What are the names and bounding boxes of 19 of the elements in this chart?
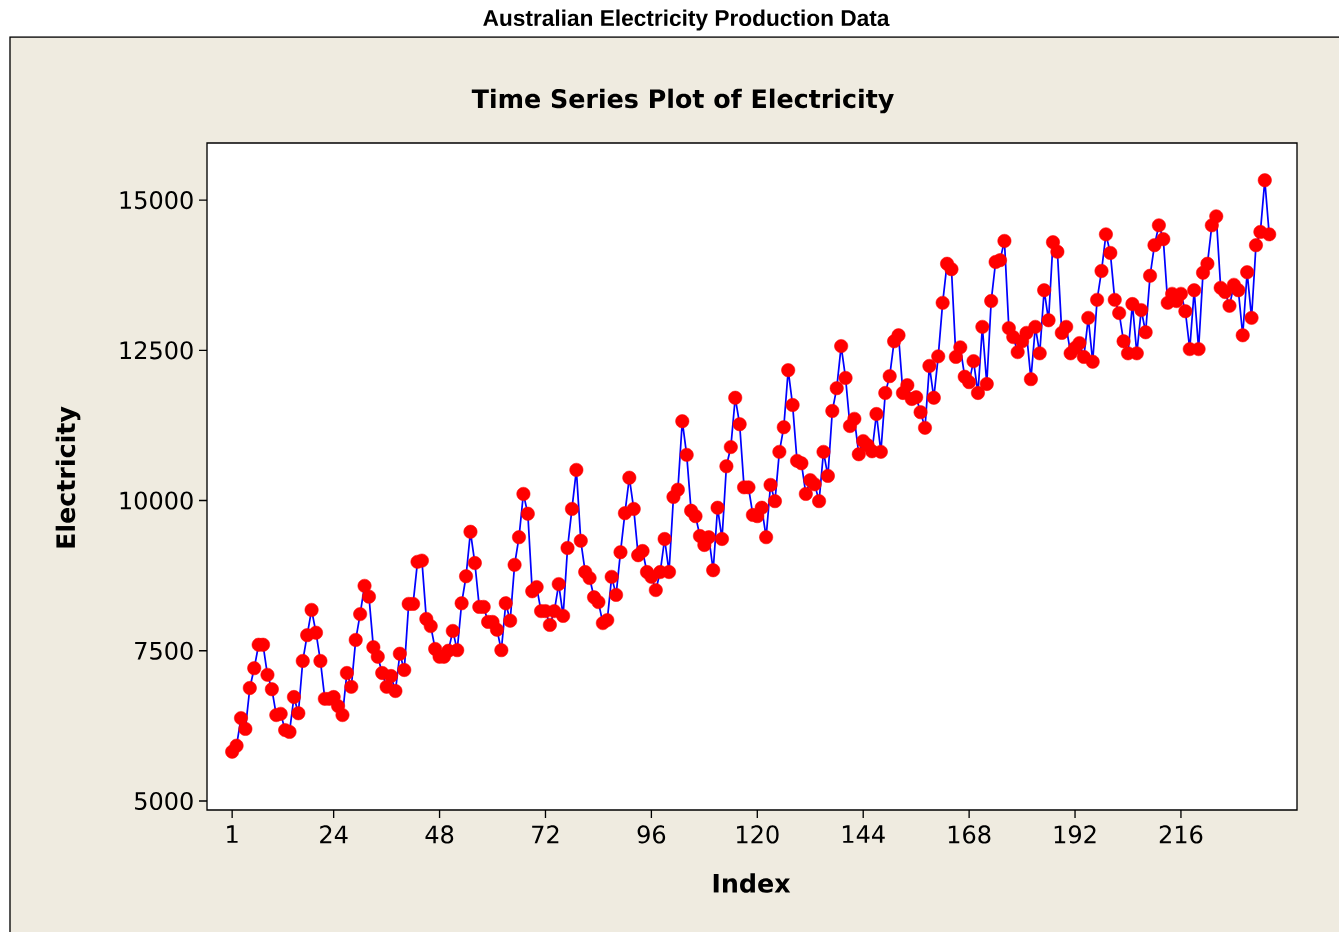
y-tick-label: 5000 [135, 791, 193, 811]
y-tick-label: 12500 [120, 341, 193, 360]
y-axis-title: Electricity [55, 406, 81, 548]
x-tick-label: 168 [948, 825, 991, 844]
y-tick-label: 10000 [120, 491, 193, 510]
x-tick-label: 144 [842, 825, 885, 843]
x-axis-title: Index [713, 873, 791, 893]
chart-title: Australian Electricity Production Data [483, 9, 890, 31]
x-tick-label: 120 [737, 825, 779, 844]
x-tick-label: 192 [1054, 825, 1096, 844]
x-tick-label: 72 [532, 825, 559, 844]
x-tick-label: 48 [425, 825, 454, 844]
chart-subtitle: Time Series Plot of Electricity [471, 88, 894, 114]
x-tick-label: 1 [227, 825, 238, 843]
x-tick-label: 96 [637, 825, 666, 844]
x-tick-label: 24 [320, 825, 348, 844]
y-tick-label: 15000 [120, 191, 193, 210]
y-tick-label: 7500 [135, 641, 193, 660]
x-tick-label: 216 [1159, 825, 1203, 844]
